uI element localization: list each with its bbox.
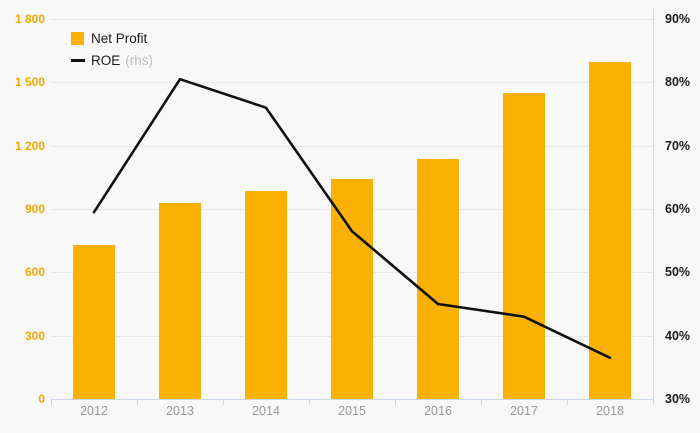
legend: Net Profit ROE (rhs) xyxy=(71,27,153,71)
legend-item-roe[interactable]: ROE (rhs) xyxy=(71,49,153,71)
roe-line xyxy=(92,77,612,360)
x-axis-label-2013: 2013 xyxy=(166,404,194,418)
bar-2014 xyxy=(245,191,287,399)
legend-label-roe: ROE xyxy=(91,52,121,68)
x-axis-label-2017: 2017 xyxy=(510,404,538,418)
bar-2013 xyxy=(159,202,201,399)
y-axis-label-left: 0 xyxy=(38,392,45,406)
bar-2018 xyxy=(589,62,631,399)
y-axis-label-right: 60% xyxy=(665,202,691,216)
bar-2016 xyxy=(417,159,459,399)
x-axis-tick xyxy=(395,399,396,405)
y-axis-label-right: 40% xyxy=(665,328,691,343)
x-axis-tick xyxy=(653,399,654,405)
x-axis-label-2012: 2012 xyxy=(80,404,108,418)
y-gridline xyxy=(51,145,653,147)
x-axis-tick xyxy=(137,399,138,405)
y-axis-label-left: 300 xyxy=(24,328,45,343)
x-axis-tick xyxy=(51,399,52,405)
y-axis-label-left: 1 200 xyxy=(14,138,45,153)
y-axis-label-left: 1 800 xyxy=(14,12,45,26)
legend-label-roe-suffix: (rhs) xyxy=(125,52,154,68)
right-y-axis-line xyxy=(653,8,654,400)
y-axis-label-right: 80% xyxy=(665,75,691,90)
x-axis-line xyxy=(51,399,654,400)
legend-label-net-profit: Net Profit xyxy=(91,30,148,46)
x-axis-label-2014: 2014 xyxy=(252,404,280,418)
y-axis-label-left: 600 xyxy=(24,265,45,280)
y-axis-label-left: 900 xyxy=(24,202,45,216)
bar-2017 xyxy=(503,92,545,399)
y-axis-label-right: 70% xyxy=(665,138,691,153)
x-axis-tick xyxy=(567,399,568,405)
x-axis-label-2018: 2018 xyxy=(596,404,624,418)
y-axis-label-left: 1 500 xyxy=(14,75,45,90)
x-axis-label-2015: 2015 xyxy=(338,404,366,418)
y-axis-label-right: 90% xyxy=(665,12,691,26)
x-axis-tick xyxy=(309,399,310,405)
legend-item-net-profit[interactable]: Net Profit xyxy=(71,27,153,49)
bar-2012 xyxy=(73,244,115,399)
x-axis-label-2016: 2016 xyxy=(424,404,452,418)
y-axis-label-right: 30% xyxy=(665,392,691,406)
x-axis-tick xyxy=(223,399,224,405)
plot-area xyxy=(51,19,653,399)
net-profit-swatch-icon xyxy=(71,31,84,45)
y-gridline xyxy=(51,82,653,84)
x-axis-tick xyxy=(481,399,482,405)
y-axis-label-right: 50% xyxy=(665,265,691,280)
bar-2015 xyxy=(331,179,373,399)
roe-line-swatch-icon xyxy=(71,58,85,62)
y-gridline xyxy=(51,19,653,20)
